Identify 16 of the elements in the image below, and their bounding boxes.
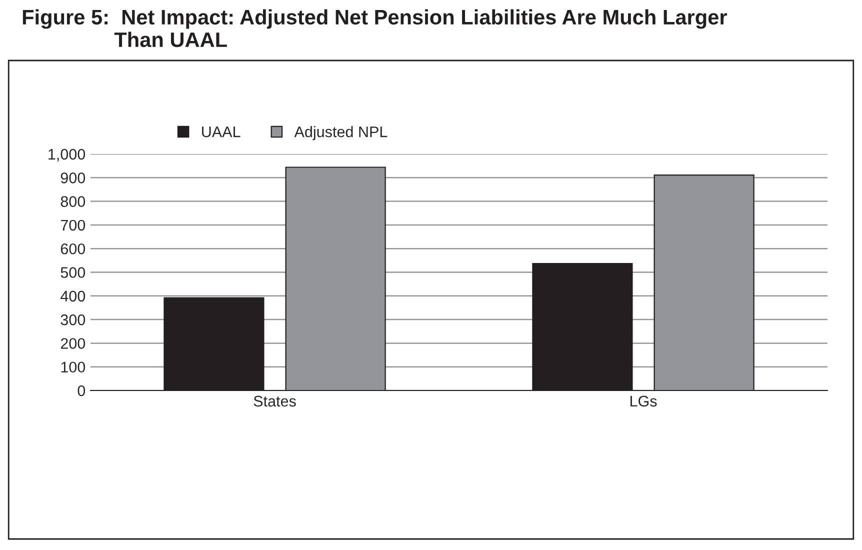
chart-title: Figure 5: Net Impact: Adjusted Net Pension Liabilities Are Much Larger Than UAAL [22, 9, 727, 48]
legend-label: Adjusted NPL [294, 126, 388, 140]
x-tick-label: States [254, 396, 296, 407]
y-tick-label: 300 [60, 314, 86, 326]
y-tick-label: 200 [60, 338, 86, 349]
legend-label: UAAL [202, 126, 240, 138]
y-tick-label: 900 [60, 172, 86, 184]
y-tick-label: 700 [60, 220, 86, 231]
y-tick-label: 500 [60, 267, 86, 278]
y-tick-label: 600 [60, 243, 86, 254]
y-tick-label: 100 [61, 362, 86, 373]
y-tick-label: 0 [78, 385, 86, 396]
y-tick-label: 400 [60, 290, 86, 302]
x-tick-label: LGs [630, 396, 657, 407]
y-tick-label: 800 [60, 196, 86, 207]
y-tick-label: 1,000 [48, 148, 86, 162]
